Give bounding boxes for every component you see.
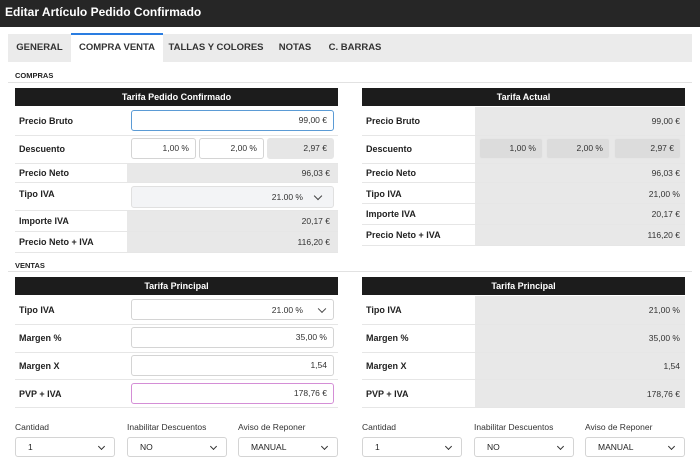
cantidad-select[interactable]: 1 <box>362 437 462 457</box>
margen-x-input[interactable]: 1,54 <box>131 355 334 376</box>
precio-neto-value: 96,03 € <box>651 168 680 178</box>
inhabilitar-value: NO <box>487 442 500 452</box>
importe-iva-value: 20,17 € <box>651 209 680 219</box>
section-compras: COMPRAS <box>15 71 54 80</box>
label-cantidad: Cantidad <box>15 422 50 432</box>
chevron-down-icon <box>313 191 323 201</box>
label-precio-neto: Precio Neto <box>19 168 70 178</box>
label-descuento: Descuento <box>366 144 413 154</box>
neto-iva-value: 116,20 € <box>297 237 330 247</box>
tab-notas[interactable]: NOTAS <box>278 42 312 53</box>
label-inhabilitar-descuentos: Inabilitar Descuentos <box>127 422 207 432</box>
tab-bar: GENERAL COMPRA VENTA TALLAS Y COLORES NO… <box>8 33 692 63</box>
label-pvp-iva: PVP + IVA <box>19 389 62 399</box>
cantidad-value: 1 <box>375 442 380 452</box>
inhabilitar-descuentos-select[interactable]: NO <box>474 437 574 457</box>
importe-iva-value: 20,17 € <box>301 216 330 226</box>
label-precio-neto: Precio Neto <box>366 168 417 178</box>
neto-iva-value: 116,20 € <box>647 230 680 240</box>
label-importe-iva: Importe IVA <box>19 216 69 226</box>
label-tipo-iva: Tipo IVA <box>366 189 402 199</box>
chevron-down-icon <box>556 442 565 451</box>
divider <box>8 271 692 272</box>
chevron-down-icon <box>320 442 329 451</box>
inhabilitar-value: NO <box>140 442 153 452</box>
venta-tipo-iva-value: 21,00 % <box>648 305 680 315</box>
margen-pct-input[interactable]: 35,00 % <box>131 327 334 348</box>
precio-bruto-input[interactable]: 99,00 € <box>131 110 334 131</box>
venta-tipo-iva-value: 21.00 % <box>271 305 303 315</box>
window-title: Editar Artículo Pedido Confirmado <box>0 0 700 27</box>
descuento1-value: 1,00 % <box>479 138 543 159</box>
cantidad-select[interactable]: 1 <box>15 437 115 457</box>
descuento2-input[interactable]: 2,00 % <box>199 138 264 159</box>
pvp-iva-value: 178,76 € <box>646 389 680 399</box>
venta-tipo-iva-select[interactable]: 21.00 % <box>131 299 334 320</box>
chevron-down-icon <box>97 442 106 451</box>
tab-codigos-barras[interactable]: C. BARRAS <box>328 42 382 53</box>
descuento2-value: 2,00 % <box>546 138 610 159</box>
aviso-value: MANUAL <box>251 442 287 452</box>
tipo-iva-value: 21,00 % <box>648 189 680 199</box>
descuento-total-value: 2,97 € <box>614 138 681 159</box>
label-precio-bruto: Precio Bruto <box>366 116 421 126</box>
precio-bruto-value: 99,00 € <box>651 116 680 126</box>
tab-compra-venta[interactable]: COMPRA VENTA <box>71 33 163 63</box>
label-neto-iva: Precio Neto + IVA <box>19 237 94 247</box>
table-header-tarifa-principal: Tarifa Principal <box>15 277 338 295</box>
aviso-reponer-select[interactable]: MANUAL <box>585 437 685 457</box>
descuento1-input[interactable]: 1,00 % <box>131 138 196 159</box>
descuento-total: 2,97 € <box>267 138 334 159</box>
margen-pct-value: 35,00 % <box>648 333 680 343</box>
table-header-tarifa-actual: Tarifa Actual <box>362 88 685 106</box>
inhabilitar-descuentos-select[interactable]: NO <box>127 437 227 457</box>
pvp-iva-input[interactable]: 178,76 € <box>131 383 334 404</box>
label-pvp-iva: PVP + IVA <box>366 389 409 399</box>
chevron-down-icon <box>317 304 327 313</box>
label-margen-x: Margen X <box>19 361 60 371</box>
label-cantidad: Cantidad <box>362 422 397 432</box>
table-header-tarifa-pedido: Tarifa Pedido Confirmado <box>15 88 338 106</box>
precio-neto-value: 96,03 € <box>301 168 330 178</box>
section-ventas: VENTAS <box>15 261 45 270</box>
label-aviso-reponer: Aviso de Reponer <box>585 422 653 432</box>
label-margen-x: Margen X <box>366 361 407 371</box>
table-header-tarifa-principal: Tarifa Principal <box>362 277 685 295</box>
label-descuento: Descuento <box>19 144 66 154</box>
margen-x-value: 1,54 <box>663 361 680 371</box>
tipo-iva-select[interactable]: 21.00 % <box>131 186 334 208</box>
label-precio-bruto: Precio Bruto <box>19 116 74 126</box>
divider <box>8 82 692 83</box>
label-margen-pct: Margen % <box>19 333 62 343</box>
chevron-down-icon <box>209 442 218 451</box>
label-aviso-reponer: Aviso de Reponer <box>238 422 306 432</box>
label-tipo-iva: Tipo IVA <box>19 305 55 315</box>
label-tipo-iva: Tipo IVA <box>366 305 402 315</box>
aviso-reponer-select[interactable]: MANUAL <box>238 437 338 457</box>
label-tipo-iva: Tipo IVA <box>19 189 55 199</box>
chevron-down-icon <box>444 442 453 451</box>
label-neto-iva: Precio Neto + IVA <box>366 230 441 240</box>
aviso-value: MANUAL <box>598 442 634 452</box>
label-importe-iva: Importe IVA <box>366 209 416 219</box>
chevron-down-icon <box>667 442 676 451</box>
label-inhabilitar-descuentos: Inabilitar Descuentos <box>474 422 554 432</box>
tab-general[interactable]: GENERAL <box>16 42 63 53</box>
tab-tallas-colores[interactable]: TALLAS Y COLORES <box>168 42 264 53</box>
label-margen-pct: Margen % <box>366 333 409 343</box>
cantidad-value: 1 <box>28 442 33 452</box>
tipo-iva-value: 21.00 % <box>271 192 303 202</box>
